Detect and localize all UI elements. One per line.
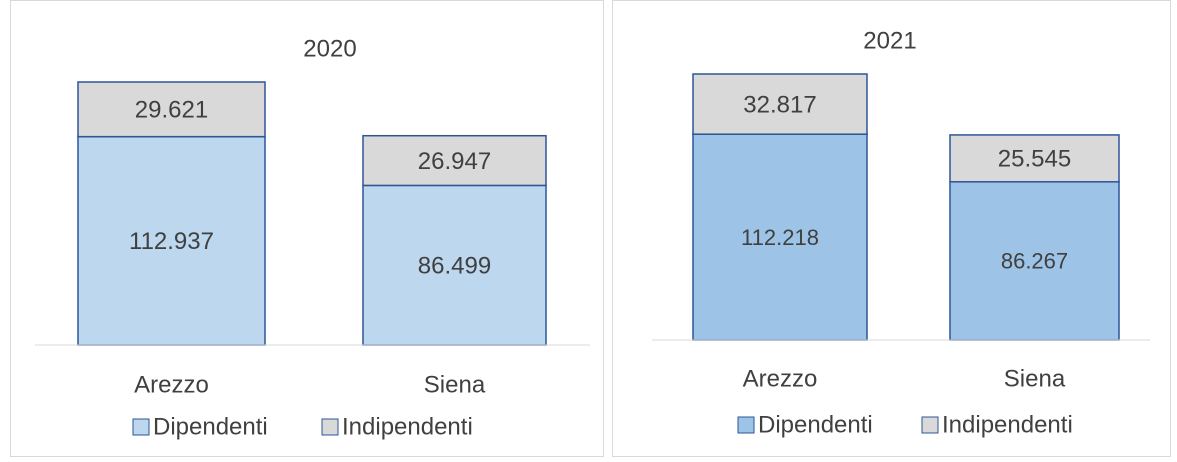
bar-segment bbox=[77, 135, 266, 346]
legend-label: Indipendenti bbox=[942, 411, 1073, 438]
bar-segment bbox=[77, 81, 266, 138]
data-label: 86.267 bbox=[1001, 249, 1068, 274]
x-tick-label: Siena bbox=[424, 371, 486, 398]
data-label: 86.499 bbox=[418, 253, 491, 280]
chart-title: 2020 bbox=[303, 35, 356, 62]
x-tick-label: Arezzo bbox=[743, 365, 818, 392]
legend-label: Indipendenti bbox=[342, 413, 473, 440]
x-tick-label: Arezzo bbox=[134, 371, 209, 398]
bar-segment bbox=[949, 181, 1120, 341]
legend-swatch bbox=[921, 416, 939, 434]
data-label: 112.218 bbox=[741, 225, 819, 250]
chart-title: 2021 bbox=[863, 27, 916, 54]
legend-label: Dipendenti bbox=[758, 411, 873, 438]
legend-swatch bbox=[737, 416, 755, 434]
bar-segment bbox=[692, 133, 868, 341]
bar-segment bbox=[949, 134, 1120, 183]
bar-segment bbox=[692, 73, 868, 135]
bar-segment bbox=[362, 134, 547, 187]
data-label: 26.947 bbox=[418, 148, 491, 175]
legend-swatch bbox=[321, 418, 339, 436]
data-label: 25.545 bbox=[998, 146, 1071, 173]
data-label: 112.937 bbox=[129, 228, 214, 255]
bar-segment bbox=[362, 184, 547, 346]
x-tick-label: Siena bbox=[1004, 365, 1066, 392]
legend-swatch bbox=[132, 418, 150, 436]
data-label: 32.817 bbox=[743, 91, 816, 118]
legend-label: Dipendenti bbox=[153, 413, 268, 440]
data-label: 29.621 bbox=[135, 97, 208, 124]
